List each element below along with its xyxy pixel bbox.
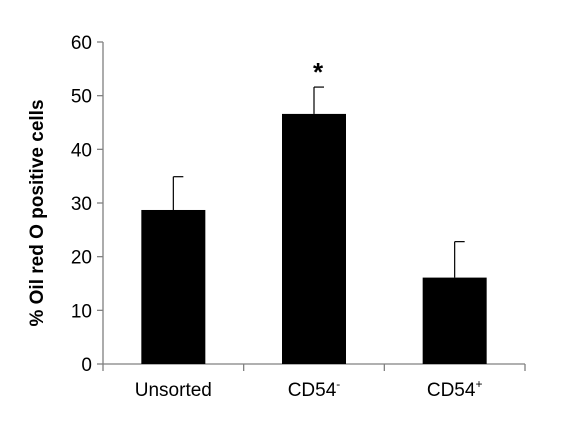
x-category-label: CD54+ xyxy=(427,377,483,401)
y-tick-label: 10 xyxy=(71,301,92,322)
y-tick-label: 60 xyxy=(71,33,92,54)
bar xyxy=(282,113,346,364)
bar xyxy=(141,209,206,364)
x-axis xyxy=(102,363,526,371)
annotations: * xyxy=(313,57,324,87)
significance-marker: * xyxy=(313,57,324,87)
x-category-label: CD54- xyxy=(288,377,341,401)
bars xyxy=(141,113,487,364)
y-tick-label: 30 xyxy=(71,194,92,215)
category-labels: Unsorted CD54- CD54+ xyxy=(135,377,483,401)
error-bars xyxy=(172,86,465,278)
y-tick-label: 40 xyxy=(71,140,92,161)
y-axis-title: % Oil red O positive cells xyxy=(27,99,48,326)
y-tick-label: 0 xyxy=(81,355,92,376)
y-axis: 0 10 20 30 40 50 60 xyxy=(71,33,104,376)
x-category-label: Unsorted xyxy=(135,380,212,401)
y-tick-label: 50 xyxy=(71,87,92,108)
bar xyxy=(422,277,487,364)
y-tick-label: 20 xyxy=(71,248,92,269)
